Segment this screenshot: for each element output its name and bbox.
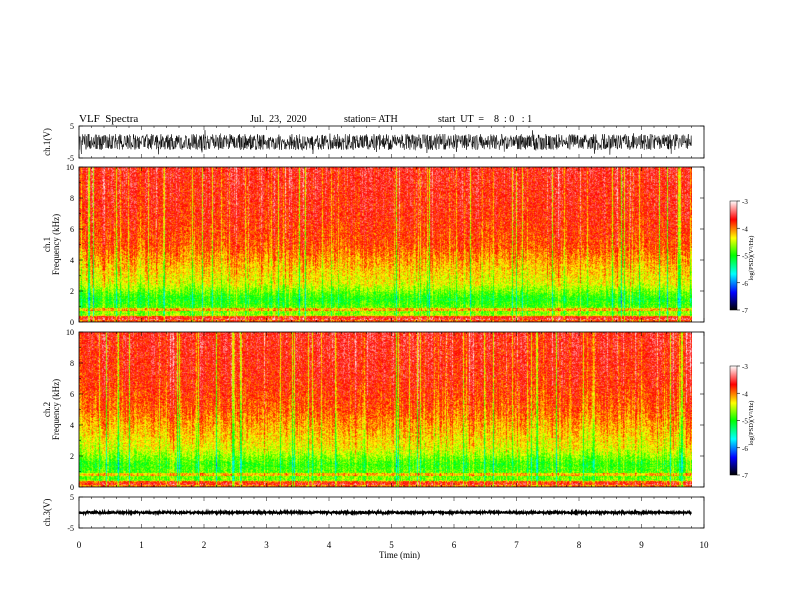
colorbar-tick-label: -4 xyxy=(742,390,748,398)
ytick-label: 2 xyxy=(70,452,74,461)
xtick-label: 1 xyxy=(139,540,144,550)
colorbar-label: log(PSD)(V²/Hz) xyxy=(748,401,755,446)
colorbar-label: log(PSD)(V²/Hz) xyxy=(748,236,755,281)
xtick-label: 10 xyxy=(700,540,710,550)
ytick-label: 5 xyxy=(70,493,74,502)
xtick-label: 6 xyxy=(452,540,457,550)
station-label: station= ATH xyxy=(344,114,398,125)
waveform-trace-ch3-waveform xyxy=(78,508,692,517)
ytick-label: 8 xyxy=(70,359,74,368)
waveform-trace-ch1-waveform xyxy=(78,130,692,155)
ylabel-ch1-waveform: ch.1(V) xyxy=(42,128,52,156)
ytick-label: -5 xyxy=(67,524,74,533)
ytick-label: 8 xyxy=(70,194,74,203)
spectrogram-image-ch2-spectrogram xyxy=(79,332,692,487)
ytick-label: 10 xyxy=(66,328,74,337)
colorbar-tick-label: -6 xyxy=(742,280,748,288)
ytick-label: 4 xyxy=(70,256,74,265)
xtick-label: 0 xyxy=(77,540,82,550)
chart-title: VLF Spectra xyxy=(79,113,139,125)
colorbar-tick-label: -5 xyxy=(742,418,748,426)
start-ut-label: start UT = 8 : 0 : 1 xyxy=(438,114,533,125)
colorbar-ch2-spectrogram xyxy=(729,365,738,476)
xtick-label: 2 xyxy=(202,540,207,550)
colorbar-ch1-spectrogram xyxy=(729,200,738,311)
ytick-label: 2 xyxy=(70,287,74,296)
colorbar-tick-label: -5 xyxy=(742,253,748,261)
ytick-label: 4 xyxy=(70,421,74,430)
xtick-label: 8 xyxy=(577,540,582,550)
ytick-label: 10 xyxy=(66,163,74,172)
ylabel-channel: ch.1 xyxy=(42,237,52,252)
ytick-label: 6 xyxy=(70,390,74,399)
spectrogram-image-ch1-spectrogram xyxy=(79,167,692,322)
colorbar-tick-label: -7 xyxy=(742,307,748,315)
xtick-label: 7 xyxy=(514,540,519,550)
ytick-label: 6 xyxy=(70,225,74,234)
colorbar-tick-label: -3 xyxy=(742,198,748,206)
colorbar-tick-label: -6 xyxy=(742,445,748,453)
date-label: Jul. 23, 2020 xyxy=(250,114,307,125)
xtick-label: 9 xyxy=(639,540,644,550)
xtick-label: 4 xyxy=(327,540,332,550)
ylabel-channel: ch.2 xyxy=(42,402,52,417)
ytick-label: 0 xyxy=(70,318,74,327)
colorbar-tick-label: -7 xyxy=(742,472,748,480)
ylabel-frequency: Frequency (kHz) xyxy=(51,214,61,275)
colorbar-tick-label: -4 xyxy=(742,225,748,233)
colorbar-tick-label: -3 xyxy=(742,363,748,371)
xtick-label: 5 xyxy=(389,540,394,550)
ytick-label: 5 xyxy=(70,122,74,131)
ylabel-frequency: Frequency (kHz) xyxy=(51,379,61,440)
ylabel-ch3-waveform: ch.3(V) xyxy=(42,499,52,527)
xaxis-label: Time (min) xyxy=(379,550,420,560)
xtick-label: 3 xyxy=(264,540,269,550)
ytick-label: -5 xyxy=(67,154,74,163)
ytick-label: 0 xyxy=(70,483,74,492)
